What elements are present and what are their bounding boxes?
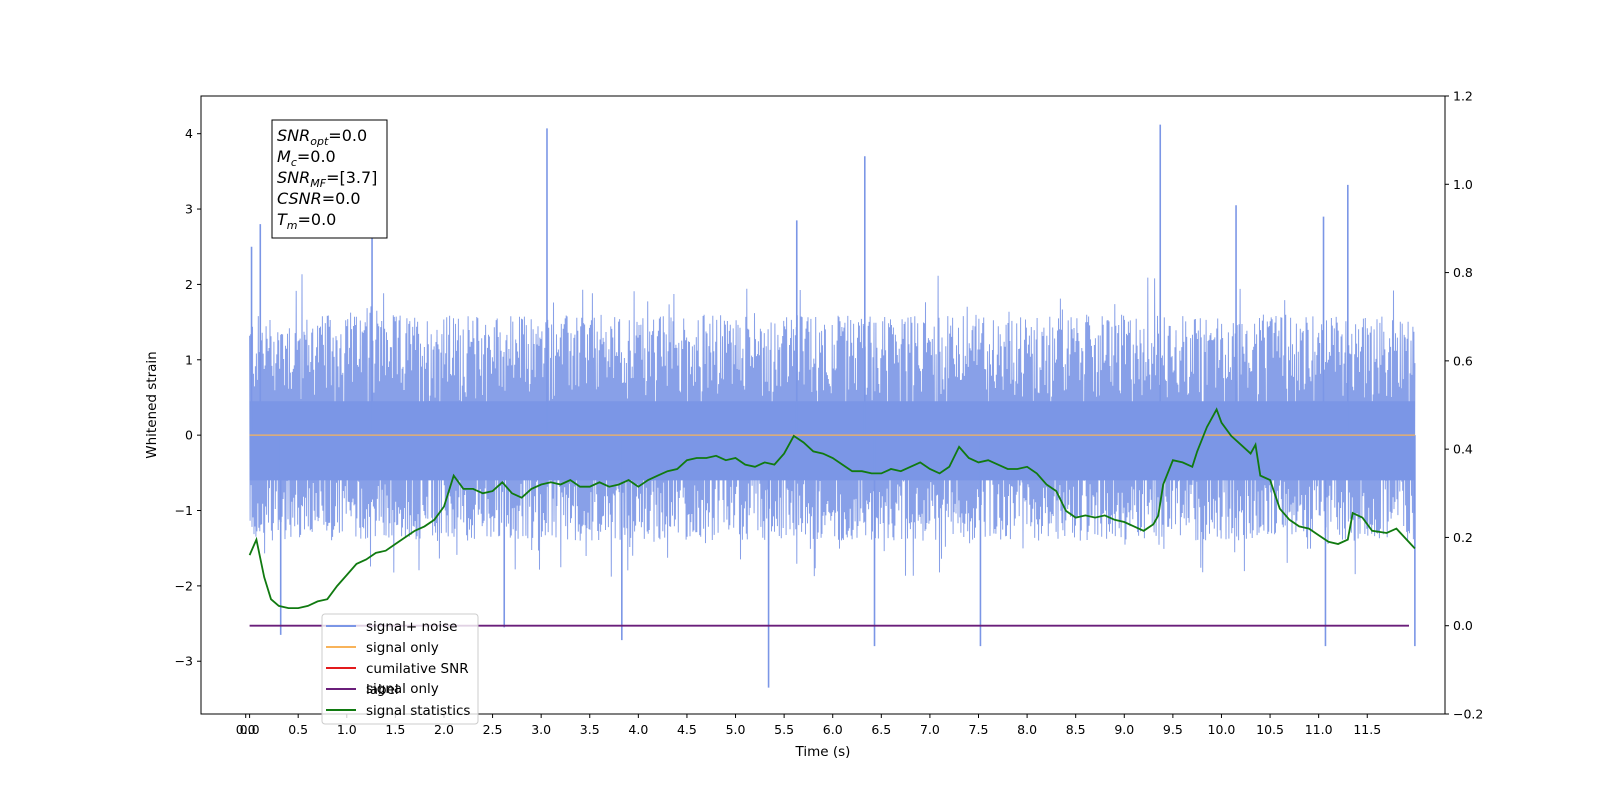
x-tick-label: 1.5 bbox=[385, 722, 405, 737]
info-value: =0.0 bbox=[328, 126, 367, 145]
info-line: Mc=0.0 bbox=[277, 147, 336, 169]
info-subscript: c bbox=[291, 156, 297, 169]
info-symbol: CSNR bbox=[277, 189, 322, 208]
x-tick-label: 11.0 bbox=[1305, 722, 1333, 737]
x-tick-label: 6.0 bbox=[823, 722, 843, 737]
legend-overlap-text: signal only bbox=[366, 681, 439, 697]
y2-tick-label: 0.8 bbox=[1453, 265, 1473, 280]
x-tick-label: 1.0 bbox=[337, 722, 357, 737]
y2-tick-label: 0.2 bbox=[1453, 530, 1473, 545]
x-tick-label: 2.5 bbox=[483, 722, 503, 737]
series-line-signal-statistics bbox=[248, 407, 1416, 609]
legend-label: cumilative SNR bbox=[366, 661, 469, 677]
info-line: Tm=0.0 bbox=[277, 210, 336, 232]
x-tick-label: 11.5 bbox=[1353, 722, 1381, 737]
x-tick-label: 2.0 bbox=[434, 722, 454, 737]
x-tick-label: 3.0 bbox=[531, 722, 551, 737]
x-tick-label: 5.0 bbox=[726, 722, 746, 737]
info-box-frame bbox=[271, 119, 388, 239]
info-subscript: m bbox=[287, 219, 298, 232]
legend-label: signal+ noise bbox=[366, 619, 457, 635]
info-value: =0.0 bbox=[297, 147, 336, 166]
x-tick-label: 10.5 bbox=[1256, 722, 1284, 737]
y2-tick-label: −0.2 bbox=[1453, 707, 1483, 722]
info-line: SNRMF=[3.7] bbox=[277, 168, 377, 190]
info-symbol: SNR bbox=[277, 126, 310, 145]
x-tick-label: 10.0 bbox=[1208, 722, 1236, 737]
info-symbol: T bbox=[277, 210, 288, 229]
x-tick-label: 9.5 bbox=[1163, 722, 1183, 737]
info-box: SNRopt=0.0Mc=0.0SNRMF=[3.7]CSNR=0.0Tm=0.… bbox=[271, 119, 388, 239]
legend-frame bbox=[321, 613, 479, 725]
x-tick-label: 6.5 bbox=[871, 722, 891, 737]
legend-label: signal statistics bbox=[366, 703, 470, 719]
y-tick-label: 4 bbox=[185, 126, 193, 141]
info-value: =[3.7] bbox=[326, 168, 377, 187]
y2-tick-label: 0.0 bbox=[1453, 618, 1473, 633]
x-tick-label: 8.0 bbox=[1017, 722, 1037, 737]
x-tick-label: 9.0 bbox=[1114, 722, 1134, 737]
y-tick-label: −2 bbox=[175, 578, 193, 593]
x-tick-label: 7.0 bbox=[920, 722, 940, 737]
x-tick-label: 7.5 bbox=[969, 722, 989, 737]
info-line: SNRopt=0.0 bbox=[277, 126, 367, 148]
info-symbol: SNR bbox=[277, 168, 310, 187]
y-tick-label: −3 bbox=[175, 654, 193, 669]
y-tick-label: 2 bbox=[185, 277, 193, 292]
x-axis-label: Time (s) bbox=[795, 744, 851, 760]
axes-layer: 0.00.0 0.5 1.0 1.5 2.0 2.5 3.0 3.5 4.0 4.5 5.0 5.5 6… bbox=[175, 89, 1484, 738]
info-symbol: M bbox=[277, 147, 291, 166]
y2-tick-label: 1.2 bbox=[1453, 89, 1473, 104]
y2-tick-label: 0.6 bbox=[1453, 353, 1473, 368]
y-tick-label: 0 bbox=[185, 428, 193, 443]
y-axis-label: Whitened strain bbox=[144, 351, 160, 458]
signal-noise-trace bbox=[249, 274, 1416, 577]
info-subscript: MF bbox=[310, 177, 326, 190]
x-tick-label: 4.0 bbox=[628, 722, 648, 737]
plot-frame bbox=[200, 95, 1446, 715]
x-tick-label: 0.0 bbox=[236, 722, 256, 737]
x-tick-label: 4.5 bbox=[677, 722, 697, 737]
x-tick-label: 0.0 bbox=[240, 722, 260, 737]
legend-label: label bbox=[366, 682, 399, 698]
signal-noise-band bbox=[249, 401, 1415, 481]
info-value: =0.0 bbox=[322, 189, 361, 208]
legend: signal only signal+ noise signal only cumil… bbox=[321, 613, 479, 725]
info-subscript: opt bbox=[310, 135, 329, 148]
info-line: CSNR=0.0 bbox=[277, 189, 361, 208]
x-tick-label: 8.5 bbox=[1066, 722, 1086, 737]
noise-trace-layer bbox=[249, 124, 1416, 688]
y2-tick-label: 1.0 bbox=[1453, 177, 1473, 192]
legend-label: signal only bbox=[366, 640, 439, 656]
y-tick-label: −1 bbox=[175, 503, 193, 518]
y-tick-label: 3 bbox=[185, 202, 193, 217]
x-tick-label: 0.5 bbox=[288, 722, 308, 737]
y2-tick-label: 0.4 bbox=[1453, 442, 1473, 457]
y-tick-label: 1 bbox=[185, 352, 193, 367]
info-value: =0.0 bbox=[298, 210, 337, 229]
x-tick-label: 5.5 bbox=[774, 722, 794, 737]
x-tick-label: 3.5 bbox=[580, 722, 600, 737]
